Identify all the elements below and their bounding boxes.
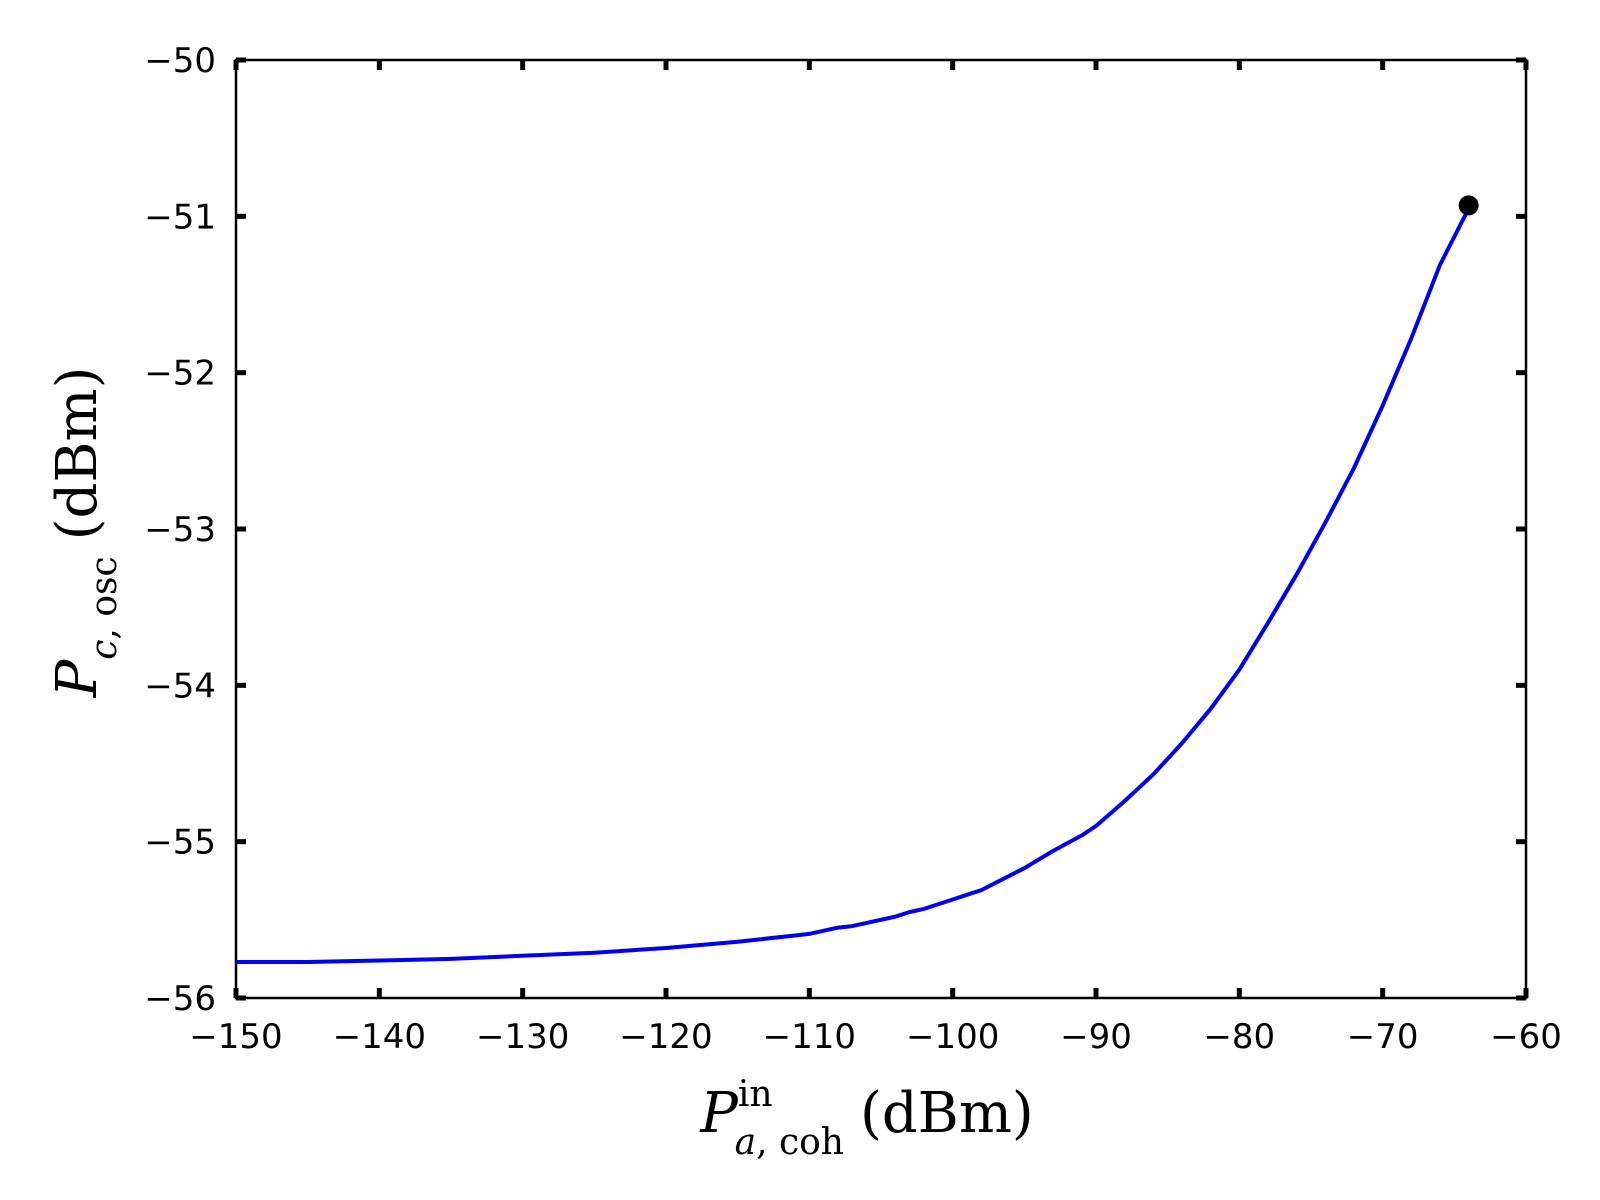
x-tick-label: −60 [1490,1017,1562,1057]
x-tick-label: −150 [189,1017,282,1057]
x-tick-label: −90 [1060,1017,1132,1057]
y-tick-label: −53 [144,510,216,550]
x-tick-label: −100 [906,1017,999,1057]
series-line [236,207,1471,964]
x-tick-label: −120 [619,1017,712,1057]
x-axis-label-sub-italic: a [735,1122,756,1163]
y-axis-label-unit: (dBm) [45,367,110,541]
x-tick-label: −80 [1203,1017,1275,1057]
y-tick-label: −54 [144,666,216,706]
x-axis-label-main: P [699,1081,739,1146]
x-tick-label: −130 [476,1017,569,1057]
y-tick-label: −56 [144,979,216,1019]
x-axis-label: Pin a, coh (dBm) [699,1074,1034,1163]
y-axis-label: Pc, osc (dBm) [45,367,125,699]
x-axis-label-unit: (dBm) [860,1081,1034,1146]
x-tick-label: −110 [763,1017,856,1057]
y-tick-label: −50 [144,41,216,81]
x-tick-label: −70 [1347,1017,1419,1057]
y-axis-label-sub-italic: c [84,640,125,660]
y-tick-label: −51 [144,197,216,237]
y-axis-label-main: P [45,658,110,698]
y-axis-label-sub-rest: , osc [84,556,125,639]
y-tick-label: −55 [144,823,216,863]
plot-area: −150 −140 −130 −120 −110 −100 −90 −80 −70 −60 −56 −… [144,41,1562,1057]
y-tick-label: −52 [144,354,216,394]
x-axis-label-sub-rest: , coh [756,1122,844,1163]
x-axis-label-sup: in [738,1074,773,1115]
x-tick-label: −140 [333,1017,426,1057]
end-point-marker [1458,195,1479,216]
plot-frame [234,58,1528,1000]
